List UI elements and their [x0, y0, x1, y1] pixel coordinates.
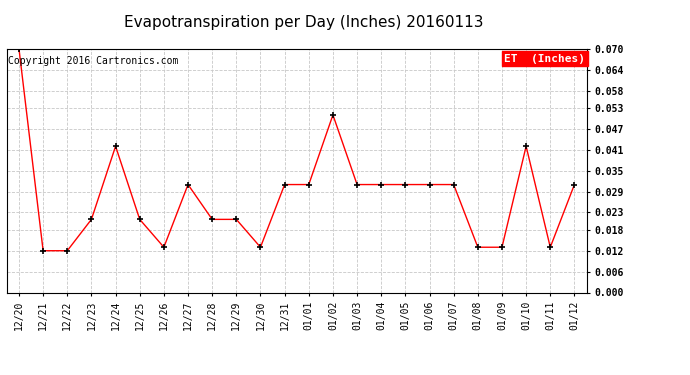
Text: ET  (Inches): ET (Inches)	[504, 54, 585, 64]
Text: Evapotranspiration per Day (Inches) 20160113: Evapotranspiration per Day (Inches) 2016…	[124, 15, 484, 30]
Text: Copyright 2016 Cartronics.com: Copyright 2016 Cartronics.com	[8, 56, 179, 66]
